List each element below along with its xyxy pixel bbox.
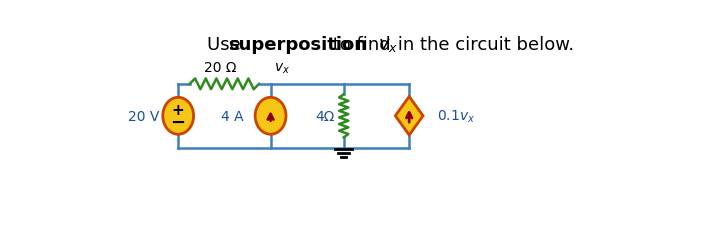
Text: to find: to find xyxy=(327,36,396,54)
Ellipse shape xyxy=(163,98,193,135)
Text: $0.1v_x$: $0.1v_x$ xyxy=(437,108,475,125)
Text: $v_x$: $v_x$ xyxy=(274,62,290,76)
Text: in the circuit below.: in the circuit below. xyxy=(392,36,574,54)
Text: Use: Use xyxy=(207,36,246,54)
Text: 20 V: 20 V xyxy=(128,109,159,123)
Ellipse shape xyxy=(255,98,286,135)
Text: 20 Ω: 20 Ω xyxy=(205,61,237,74)
Text: −: − xyxy=(171,113,186,131)
Text: $\mathit{v}_x$: $\mathit{v}_x$ xyxy=(378,36,398,54)
Text: +: + xyxy=(172,103,185,118)
Text: 4Ω: 4Ω xyxy=(316,109,335,123)
Text: superposition: superposition xyxy=(228,36,367,54)
Text: 4 A: 4 A xyxy=(221,109,244,123)
Polygon shape xyxy=(395,97,423,135)
